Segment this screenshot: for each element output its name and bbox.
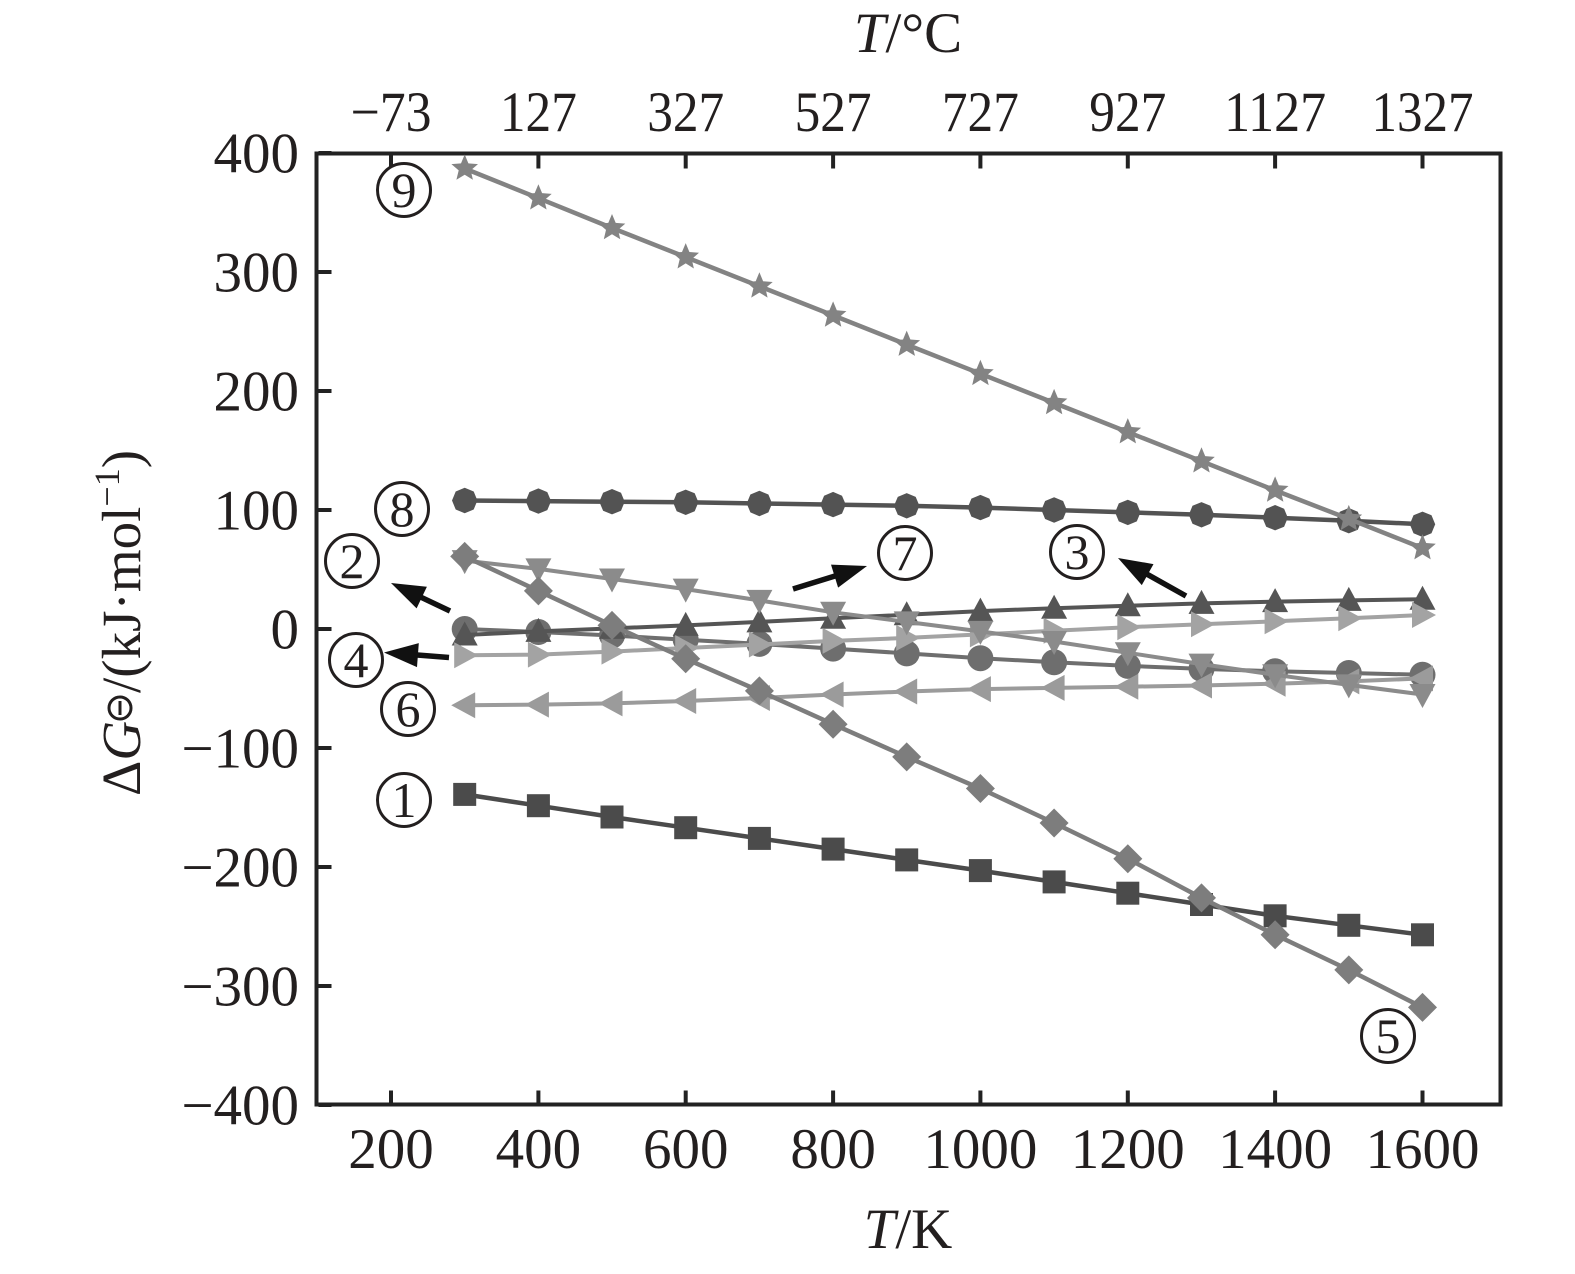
svg-text:1127: 1127 <box>1224 81 1326 144</box>
svg-text:600: 600 <box>643 1118 729 1181</box>
svg-text:1: 1 <box>392 772 417 828</box>
svg-text:1400: 1400 <box>1218 1118 1332 1181</box>
svg-text:−300: −300 <box>181 956 299 1019</box>
svg-text:0: 0 <box>271 599 300 662</box>
svg-text:1000: 1000 <box>923 1118 1037 1181</box>
svg-text:6: 6 <box>396 681 421 737</box>
svg-text:727: 727 <box>942 81 1019 144</box>
svg-text:−200: −200 <box>181 837 299 900</box>
svg-text:ΔG: ΔG <box>91 721 152 796</box>
svg-text:400: 400 <box>214 123 300 186</box>
svg-text:9: 9 <box>392 162 417 218</box>
svg-text:1327: 1327 <box>1372 81 1474 144</box>
svg-text:T/°C: T/°C <box>854 2 962 65</box>
svg-text:200: 200 <box>348 1118 434 1181</box>
svg-text:527: 527 <box>795 81 872 144</box>
svg-text:1200: 1200 <box>1071 1118 1185 1181</box>
svg-text:−73: −73 <box>351 81 432 144</box>
svg-text:8: 8 <box>390 481 415 537</box>
svg-text:300: 300 <box>214 242 300 305</box>
svg-text:2: 2 <box>340 533 365 589</box>
svg-text:−400: −400 <box>181 1075 299 1138</box>
svg-text:1600: 1600 <box>1366 1118 1480 1181</box>
svg-text:800: 800 <box>790 1118 876 1181</box>
svg-text:927: 927 <box>1089 81 1166 144</box>
svg-text:100: 100 <box>214 480 300 543</box>
svg-text:127: 127 <box>500 81 577 144</box>
svg-text:3: 3 <box>1065 524 1090 580</box>
svg-text:7: 7 <box>893 525 918 581</box>
svg-text:327: 327 <box>647 81 724 144</box>
svg-text:4: 4 <box>344 632 369 688</box>
svg-text:5: 5 <box>1376 1008 1401 1064</box>
svg-text:T/K: T/K <box>864 1198 953 1261</box>
svg-text:−100: −100 <box>181 718 299 781</box>
svg-text:400: 400 <box>496 1118 582 1181</box>
svg-text:200: 200 <box>214 361 300 424</box>
